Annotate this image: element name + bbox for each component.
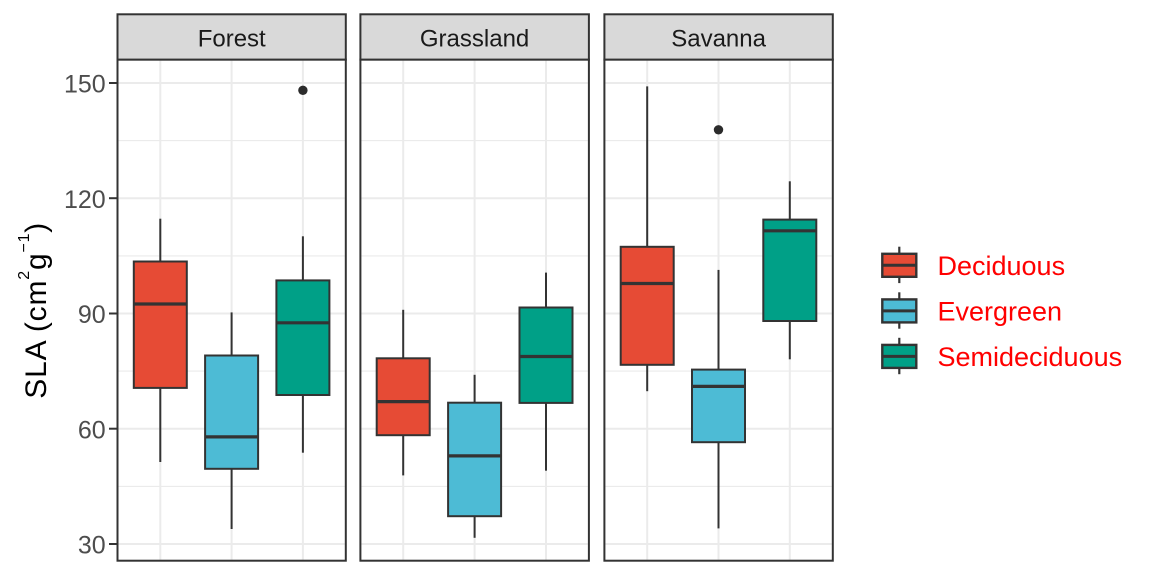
svg-text:Semideciduous: Semideciduous [938,342,1123,372]
svg-text:Savanna: Savanna [671,25,766,52]
svg-text:60: 60 [78,416,106,444]
svg-text:Evergreen: Evergreen [938,297,1063,327]
svg-text:150: 150 [64,71,106,99]
svg-text:Grassland: Grassland [420,25,529,52]
svg-text:Forest: Forest [198,25,266,52]
svg-text:90: 90 [78,301,106,329]
svg-text:30: 30 [78,532,106,560]
svg-text:120: 120 [64,186,106,214]
svg-text:Deciduous: Deciduous [938,251,1066,281]
